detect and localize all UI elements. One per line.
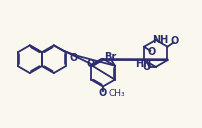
Text: NH: NH xyxy=(152,35,168,45)
Text: O: O xyxy=(70,53,78,63)
Text: CH₃: CH₃ xyxy=(109,89,125,98)
Text: Br: Br xyxy=(105,52,117,62)
Text: O: O xyxy=(171,36,179,46)
Text: HN: HN xyxy=(135,59,151,69)
Text: O: O xyxy=(142,62,151,72)
Text: O: O xyxy=(86,59,95,69)
Text: O: O xyxy=(99,88,107,98)
Text: O: O xyxy=(147,47,156,57)
